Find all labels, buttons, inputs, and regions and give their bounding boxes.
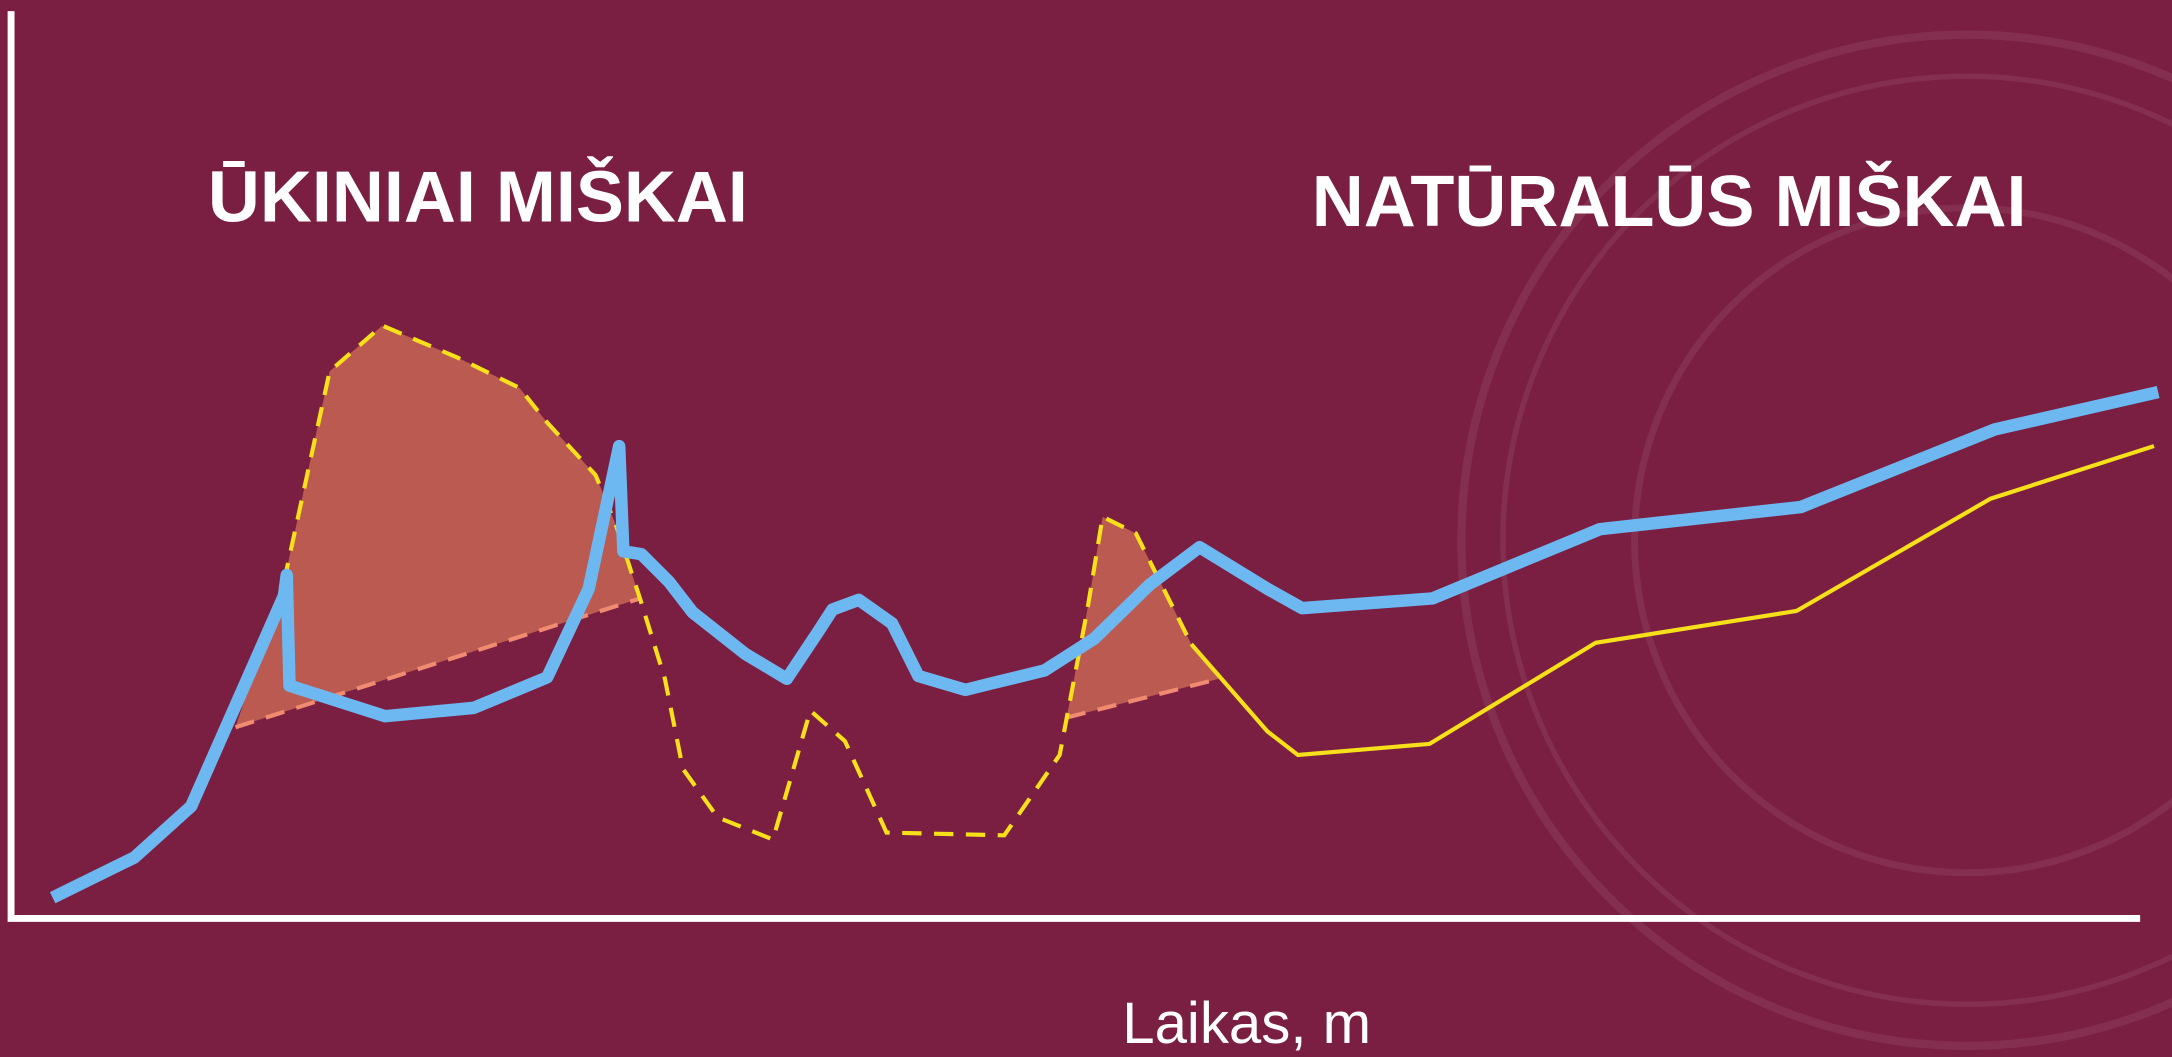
right-title: NATŪRALŪS MIŠKAI <box>1312 161 2027 242</box>
blue-line <box>49 385 2160 904</box>
natural-forest-line <box>1189 444 2155 758</box>
baseline-dashed <box>1066 676 1220 720</box>
left-title: ŪKINIAI MIŠKAI <box>208 157 748 238</box>
difference-area <box>235 325 640 728</box>
axes <box>7 11 2141 922</box>
x-axis-label: Laikas, m <box>1122 991 1371 1056</box>
difference-area <box>1066 516 1219 718</box>
seal-watermark <box>1457 30 2172 1050</box>
managed-forest-line <box>281 323 1194 843</box>
